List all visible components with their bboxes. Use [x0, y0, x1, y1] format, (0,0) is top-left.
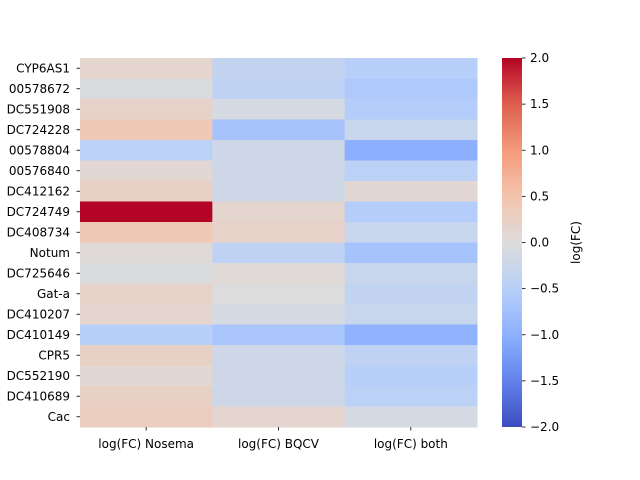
heatmap-cell [344, 365, 478, 387]
colorbar-tick-label: −1.5 [530, 374, 559, 388]
heatmap-cell [80, 160, 213, 182]
heatmap-cell [344, 201, 478, 223]
colorbar-tick-label: 0.0 [530, 236, 549, 250]
row-label: DC408734 [7, 225, 70, 239]
column-label: log(FC) both [374, 437, 448, 451]
heatmap-cell [344, 119, 478, 141]
heatmap-cells [80, 58, 478, 428]
heatmap-cell [212, 386, 346, 407]
heatmap-cell [80, 386, 213, 407]
heatmap-cell [344, 263, 478, 284]
row-label: DC551908 [7, 102, 70, 116]
heatmap-cell [212, 140, 346, 161]
row-label: CYP6AS1 [16, 61, 70, 75]
row-label: Gat-a [37, 287, 70, 301]
row-tick-labels: CYP6AS1 00578672 DC551908 DC724228 00578804 0… [7, 61, 80, 424]
heatmap-cell [212, 345, 346, 366]
column-label: log(FC) BQCV [238, 437, 320, 451]
heatmap-cell [344, 58, 478, 79]
row-label: DC724228 [7, 123, 70, 137]
row-label: DC725646 [7, 266, 70, 280]
colorbar [502, 58, 522, 427]
heatmap-cell [80, 345, 213, 366]
heatmap-cell [212, 119, 346, 141]
column-tick-labels: log(FC) Nosema log(FC) BQCV log(FC) both [98, 427, 448, 451]
heatmap-cell [80, 222, 213, 243]
row-label: 00578804 [9, 143, 70, 157]
heatmap-cell [80, 263, 213, 284]
row-label: DC724749 [7, 205, 70, 219]
colorbar-tick-label: −1.0 [530, 328, 559, 342]
row-label: DC410149 [7, 328, 70, 342]
heatmap-cell [344, 181, 478, 202]
row-label: 00578672 [9, 82, 70, 96]
heatmap-cell [212, 78, 346, 100]
colorbar-ticks: 2.0 1.5 1.0 0.5 0.0 −0.5 −1.0 −1.5 −2.0 [522, 51, 559, 434]
row-label: DC410207 [7, 307, 70, 321]
row-label: DC552190 [7, 369, 70, 383]
heatmap-cell [212, 263, 346, 284]
row-label: Notum [30, 246, 70, 260]
heatmap-cell [212, 242, 346, 264]
heatmap-cell [212, 201, 346, 223]
heatmap-cell [344, 242, 478, 264]
heatmap-cell [80, 181, 213, 202]
row-label: DC410689 [7, 389, 70, 403]
row-label: DC412162 [7, 184, 70, 198]
colorbar-label: log(FC) [569, 221, 583, 264]
heatmap-cell [212, 406, 346, 428]
heatmap-cell [80, 201, 213, 223]
heatmap-cell [212, 304, 346, 325]
heatmap-cell [80, 283, 213, 305]
heatmap-cell [212, 58, 346, 79]
colorbar-tick-label: −0.5 [530, 282, 559, 296]
heatmap-cell [344, 78, 478, 100]
colorbar-tick-label: 2.0 [530, 51, 549, 65]
colorbar-tick-label: 0.5 [530, 189, 549, 203]
heatmap-cell [80, 304, 213, 325]
row-label: 00576840 [9, 164, 70, 178]
heatmap-cell [344, 222, 478, 243]
heatmap-cell [344, 345, 478, 366]
colorbar-tick-label: 1.0 [530, 143, 549, 157]
heatmap-cell [344, 283, 478, 305]
heatmap-cell [344, 99, 478, 120]
colorbar-tick-label: −2.0 [530, 420, 559, 434]
heatmap-cell [344, 324, 478, 346]
heatmap-cell [344, 140, 478, 161]
heatmap-cell [212, 365, 346, 387]
heatmap-cell [212, 181, 346, 202]
heatmap-cell [212, 324, 346, 346]
colorbar-tick-label: 1.5 [530, 97, 549, 111]
column-label: log(FC) Nosema [98, 437, 194, 451]
heatmap-cell [80, 242, 213, 264]
heatmap-cell [80, 58, 213, 79]
heatmap-cell [80, 140, 213, 161]
row-label: CPR5 [38, 348, 70, 362]
heatmap-cell [80, 119, 213, 141]
heatmap-cell [344, 160, 478, 182]
heatmap-cell [80, 324, 213, 346]
heatmap-cell [344, 304, 478, 325]
heatmap-cell [80, 99, 213, 120]
heatmap-cell [212, 222, 346, 243]
heatmap-cell [344, 386, 478, 407]
heatmap-cell [80, 406, 213, 428]
row-label: Cac [48, 410, 70, 424]
heatmap-cell [80, 78, 213, 100]
heatmap-cell [212, 160, 346, 182]
heatmap-cell [212, 283, 346, 305]
heatmap-cell [344, 406, 478, 428]
heatmap-cell [80, 365, 213, 387]
heatmap-cell [212, 99, 346, 120]
